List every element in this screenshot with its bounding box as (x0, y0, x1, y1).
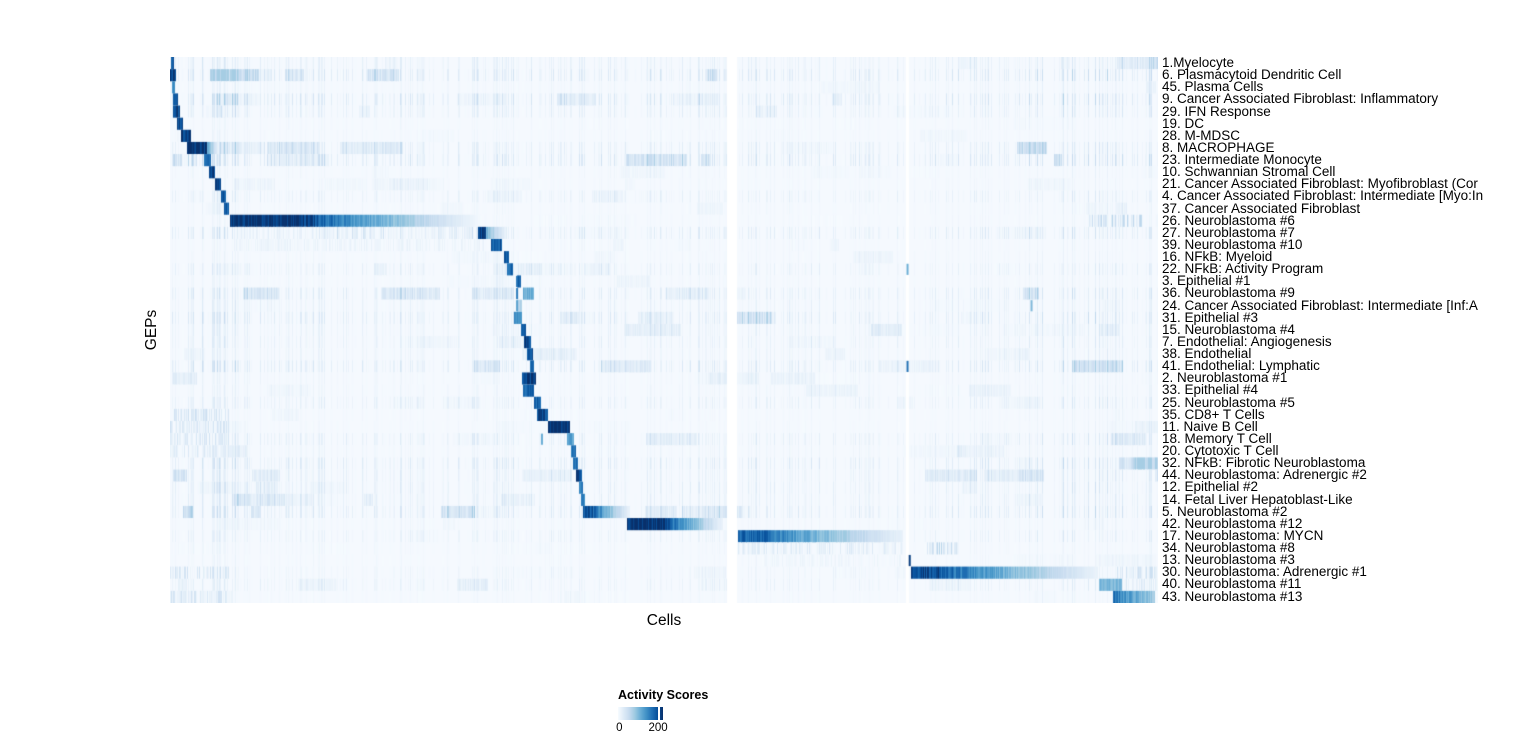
row-label: 38. Endothelial (1162, 346, 1252, 361)
x-axis-label: Cells (646, 612, 682, 629)
row-label: 23. Intermediate Monocyte (1162, 152, 1322, 167)
row-label: 16. NFkB: Myeloid (1162, 249, 1273, 264)
row-label: 32. NFkB: Fibrotic Neuroblastoma (1162, 455, 1366, 471)
row-label: 36. Neuroblastoma #9 (1162, 285, 1295, 301)
row-label: 6. Plasmacytoid Dendritic Cell (1162, 67, 1342, 83)
row-label: 34. Neuroblastoma #8 (1162, 540, 1295, 555)
colorbar-tick-200 (658, 707, 661, 720)
row-label: 42. Neuroblastoma #12 (1162, 515, 1303, 531)
row-label: 24. Cancer Associated Fibroblast: Interm… (1162, 297, 1478, 313)
row-label: 30. Neuroblastoma: Adrenergic #1 (1162, 564, 1367, 580)
row-label: 22. NFkB: Activity Program (1162, 261, 1324, 277)
row-label: 13. Neuroblastoma #3 (1162, 552, 1295, 568)
row-label: 14. Fetal Liver Hepatoblast-Like (1162, 491, 1353, 507)
y-axis-label: GEPs (143, 309, 160, 351)
row-label: 44. Neuroblastoma: Adrenergic #2 (1162, 467, 1367, 483)
row-label: 40. Neuroblastoma #11 (1162, 576, 1302, 592)
row-label: 10. Schwannian Stromal Cell (1162, 164, 1336, 180)
row-label: 8. MACROPHAGE (1162, 139, 1275, 155)
row-label: 20. Cytotoxic T Cell (1162, 443, 1279, 458)
row-label: 11. Naive B Cell (1162, 418, 1258, 434)
row-label: 37. Cancer Associated Fibroblast (1162, 200, 1361, 216)
colorbar-gradient (618, 707, 663, 720)
row-label: 29. IFN Response (1162, 103, 1271, 119)
row-label: 35. CD8+ T Cells (1162, 406, 1265, 422)
row-label: 28. M-MDSC (1162, 127, 1241, 143)
row-label: 1.Myelocyte (1162, 55, 1235, 70)
colorbar-200-label: 200 (648, 722, 668, 734)
row-label: 27. Neuroblastoma #7 (1162, 224, 1295, 240)
row-label: 12. Epithelial #2 (1162, 479, 1259, 495)
row-label: 31. Epithelial #3 (1162, 309, 1259, 325)
row-label: 9. Cancer Associated Fibroblast: Inflamm… (1162, 91, 1439, 107)
colorbar-title: Activity Scores (618, 688, 709, 702)
row-label: 25. Neuroblastoma #5 (1162, 394, 1295, 410)
row-label: 39. Neuroblastoma #10 (1162, 236, 1303, 252)
row-label: 26. Neuroblastoma #6 (1162, 212, 1295, 228)
row-label: 15. Neuroblastoma #4 (1162, 321, 1295, 337)
row-label: 2. Neuroblastoma #1 (1162, 370, 1288, 386)
activity-heatmap (170, 57, 1158, 603)
row-label: 41. Endothelial: Lymphatic (1162, 358, 1320, 374)
row-label: 21. Cancer Associated Fibroblast: Myofib… (1162, 176, 1478, 192)
row-label: 18. Memory T Cell (1162, 430, 1272, 446)
row-label: 45. Plasma Cells (1162, 79, 1264, 95)
row-label: 33. Epithelial #4 (1162, 382, 1259, 398)
row-label: 3. Epithelial #1 (1162, 273, 1251, 289)
row-label: 5. Neuroblastoma #2 (1162, 503, 1288, 519)
gep-row-labels: 1.Myelocyte 6. Plasmacytoid Dendritic Cel… (1162, 55, 1540, 604)
row-label: 4. Cancer Associated Fibroblast: Interme… (1162, 188, 1484, 204)
colorbar-min-label: 0 (616, 722, 623, 734)
colorbar-legend: Activity Scores 0 200 (616, 688, 738, 736)
row-label: 7. Endothelial: Angiogenesis (1162, 333, 1332, 349)
row-label: 17. Neuroblastoma: MYCN (1162, 527, 1324, 543)
row-label: 43. Neuroblastoma #13 (1162, 588, 1303, 604)
row-label: 19. DC (1162, 115, 1205, 131)
